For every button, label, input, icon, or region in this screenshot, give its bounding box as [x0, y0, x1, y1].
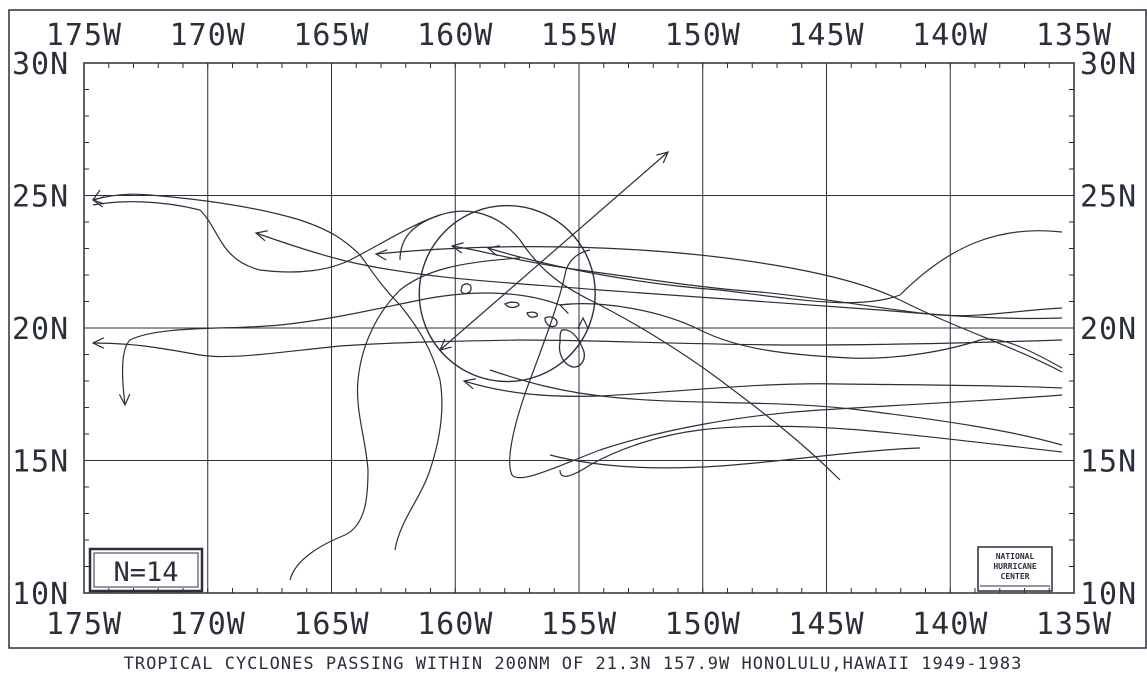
- axis-labels: 175W 175W 170W 170W 165W 165W 160W 160W 155W 155W…: [12, 18, 1137, 642]
- island-outline: [460, 283, 472, 295]
- outer-frame: [8, 9, 1147, 649]
- lat-label-right: 15N: [1080, 445, 1137, 480]
- cyclone-track: [439, 151, 669, 351]
- lon-label-bottom: 160W: [417, 607, 493, 642]
- arrowhead: [254, 230, 268, 242]
- lat-label-left: 30N: [12, 47, 69, 82]
- lon-label-top: 135W: [1036, 18, 1112, 53]
- arrowhead: [558, 303, 572, 315]
- count-box: N=14: [88, 547, 204, 593]
- lat-label-right: 30N: [1080, 47, 1137, 82]
- arrowhead: [577, 316, 589, 330]
- cyclone-track: [463, 380, 1063, 397]
- lon-label-bottom: 175W: [46, 607, 122, 642]
- lon-label-bottom: 170W: [170, 607, 246, 642]
- cyclone-track: [399, 210, 841, 481]
- arrowhead: [374, 249, 388, 261]
- lon-label-bottom: 155W: [541, 607, 617, 642]
- island-outline: [503, 301, 520, 309]
- cyclone-track: [549, 447, 921, 469]
- radius-circle-200nm: [418, 204, 596, 383]
- arrowhead: [91, 337, 105, 349]
- lon-label-bottom: 135W: [1036, 607, 1112, 642]
- lon-label-bottom: 150W: [665, 607, 741, 642]
- nhc-logo: NATIONAL HURRICANE CENTER: [977, 546, 1053, 592]
- logo-line-3: CENTER: [1001, 572, 1030, 581]
- arrowhead: [118, 393, 131, 407]
- cyclone-track: [121, 292, 561, 406]
- cyclone-tracks: [91, 151, 1063, 581]
- cyclone-track: [92, 193, 443, 551]
- lon-label-bottom: 140W: [912, 607, 988, 642]
- cyclone-track: [375, 246, 1063, 373]
- island-outline: [558, 329, 585, 368]
- cyclone-track: [451, 245, 1063, 317]
- cyclone-track: [509, 249, 1063, 479]
- logo-line-1: NATIONAL: [996, 552, 1035, 561]
- lon-label-top: 155W: [541, 18, 617, 53]
- arrowhead: [438, 338, 452, 351]
- lon-label-top: 150W: [665, 18, 741, 53]
- arrowhead: [450, 242, 464, 254]
- logo-line-2: HURRICANE: [993, 562, 1037, 571]
- lat-label-left: 25N: [12, 180, 69, 215]
- arrowhead: [462, 378, 476, 390]
- lon-label-top: 175W: [46, 18, 122, 53]
- lon-label-bottom: 145W: [788, 607, 864, 642]
- lat-label-left: 10N: [12, 577, 69, 612]
- lat-label-right: 20N: [1080, 312, 1137, 347]
- cyclone-track: [487, 230, 1063, 304]
- lon-label-top: 170W: [170, 18, 246, 53]
- cyclone-track: [489, 369, 1063, 446]
- arrowhead: [486, 245, 500, 257]
- cyclone-track: [92, 201, 441, 273]
- arrowhead: [92, 189, 105, 205]
- hawaiian-islands: [460, 283, 585, 368]
- island-outline: [544, 316, 558, 328]
- island-outline: [526, 311, 539, 318]
- cyclone-track: [255, 232, 1063, 320]
- cyclone-track: [92, 339, 1063, 358]
- arrowhead: [656, 151, 670, 164]
- lon-label-top: 145W: [788, 18, 864, 53]
- lon-label-top: 165W: [293, 18, 369, 53]
- count-label: N=14: [113, 557, 178, 588]
- lon-label-top: 140W: [912, 18, 988, 53]
- grid-lines: [83, 62, 1075, 594]
- lon-label-top: 160W: [417, 18, 493, 53]
- lat-label-left: 20N: [12, 312, 69, 347]
- map-caption: TROPICAL CYCLONES PASSING WITHIN 200NM O…: [124, 654, 1023, 673]
- lon-label-bottom: 165W: [293, 607, 369, 642]
- lat-label-right: 25N: [1080, 180, 1137, 215]
- cyclone-track: [559, 303, 1063, 369]
- cyclone-track: [289, 257, 521, 581]
- lat-label-right: 10N: [1080, 577, 1137, 612]
- cyclone-track: [559, 425, 1063, 477]
- lat-label-left: 15N: [12, 445, 69, 480]
